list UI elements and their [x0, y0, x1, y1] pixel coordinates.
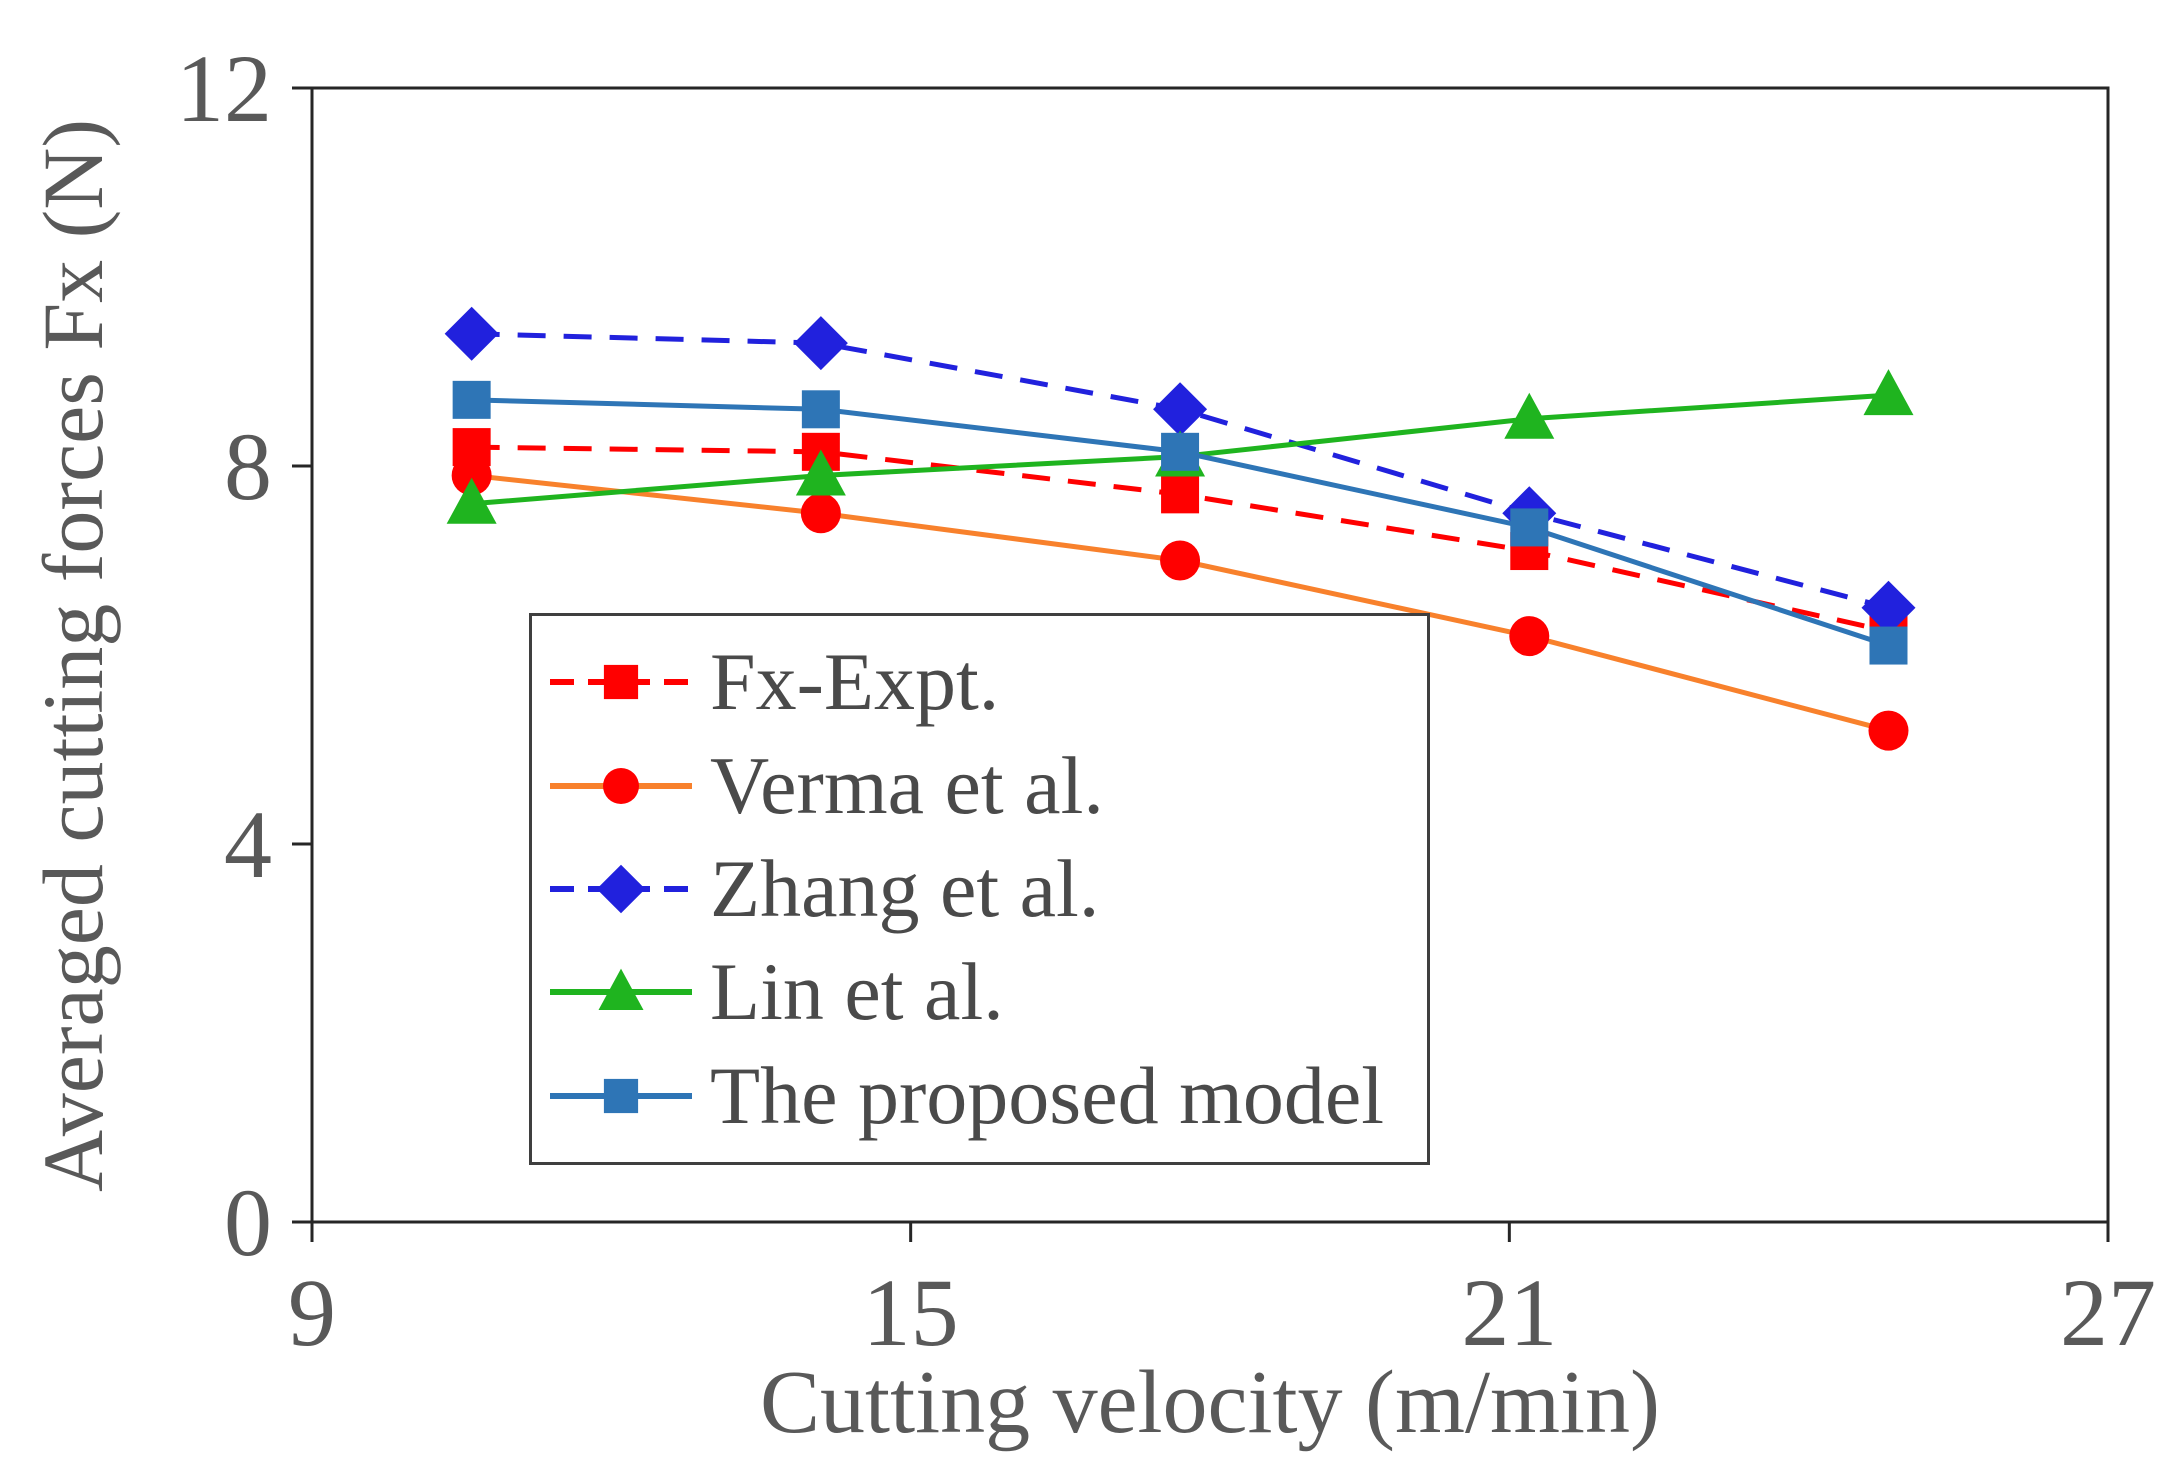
square-marker — [603, 665, 639, 700]
legend-item: Zhang et al. — [546, 842, 1423, 934]
triangle-marker — [795, 449, 846, 496]
legend-sample-fx-expt — [550, 665, 692, 700]
x-tick-label: 15 — [863, 1259, 959, 1366]
y-tick-label: 0 — [224, 1169, 272, 1276]
square-marker — [1869, 626, 1908, 665]
square-marker — [801, 390, 840, 429]
circle-marker — [1509, 616, 1550, 657]
legend-sample-lin — [550, 968, 692, 1011]
y-axis-title: Averaged cutting forces Fx (N) — [25, 118, 121, 1192]
legend-item: The proposed model — [546, 1049, 1423, 1141]
legend-item: Lin et al. — [546, 951, 1423, 1033]
legend-sample-verma — [550, 767, 692, 804]
x-axis-title: Cutting velocity (m/min) — [760, 1353, 1660, 1452]
triangle-marker — [1863, 369, 1914, 416]
x-tick-label: 9 — [288, 1259, 336, 1366]
legend-item: Verma et al. — [546, 739, 1423, 831]
diamond-marker — [596, 864, 646, 914]
legend-label: Fx-Expt. — [710, 636, 1000, 728]
square-marker — [1161, 432, 1200, 471]
y-tick-label: 12 — [176, 35, 272, 142]
circle-marker — [800, 493, 841, 534]
legend: Fx-Expt. Verma et al. Zhang et al. Lin e… — [529, 613, 1430, 1165]
legend-sample-proposed — [550, 1078, 692, 1113]
legend-label: The proposed model — [710, 1049, 1385, 1141]
x-tick-label: 27 — [2060, 1259, 2156, 1366]
legend-item: Fx-Expt. — [546, 641, 1423, 723]
triangle-marker — [1504, 392, 1555, 439]
legend-label: Verma et al. — [710, 739, 1104, 831]
legend-label: Zhang et al. — [710, 842, 1100, 934]
circle-marker — [1868, 710, 1909, 751]
legend-sample-zhang — [550, 864, 692, 914]
diamond-marker — [1153, 382, 1208, 437]
diamond-marker — [444, 306, 499, 361]
triangle-marker — [598, 968, 644, 1011]
square-marker — [603, 1078, 639, 1113]
x-tick-label: 21 — [1461, 1259, 1557, 1366]
y-tick-label: 4 — [224, 791, 272, 898]
diamond-marker — [1861, 580, 1916, 635]
y-tick-label: 8 — [224, 413, 272, 520]
square-marker — [1161, 475, 1200, 514]
circle-marker — [603, 767, 639, 804]
circle-marker — [451, 455, 492, 496]
legend-label: Lin et al. — [710, 946, 1004, 1038]
diamond-marker — [793, 316, 848, 371]
plot-border — [310, 86, 2110, 1224]
square-marker — [452, 380, 491, 419]
triangle-marker — [446, 477, 497, 524]
circle-marker — [1160, 540, 1201, 581]
square-marker — [1510, 508, 1549, 547]
